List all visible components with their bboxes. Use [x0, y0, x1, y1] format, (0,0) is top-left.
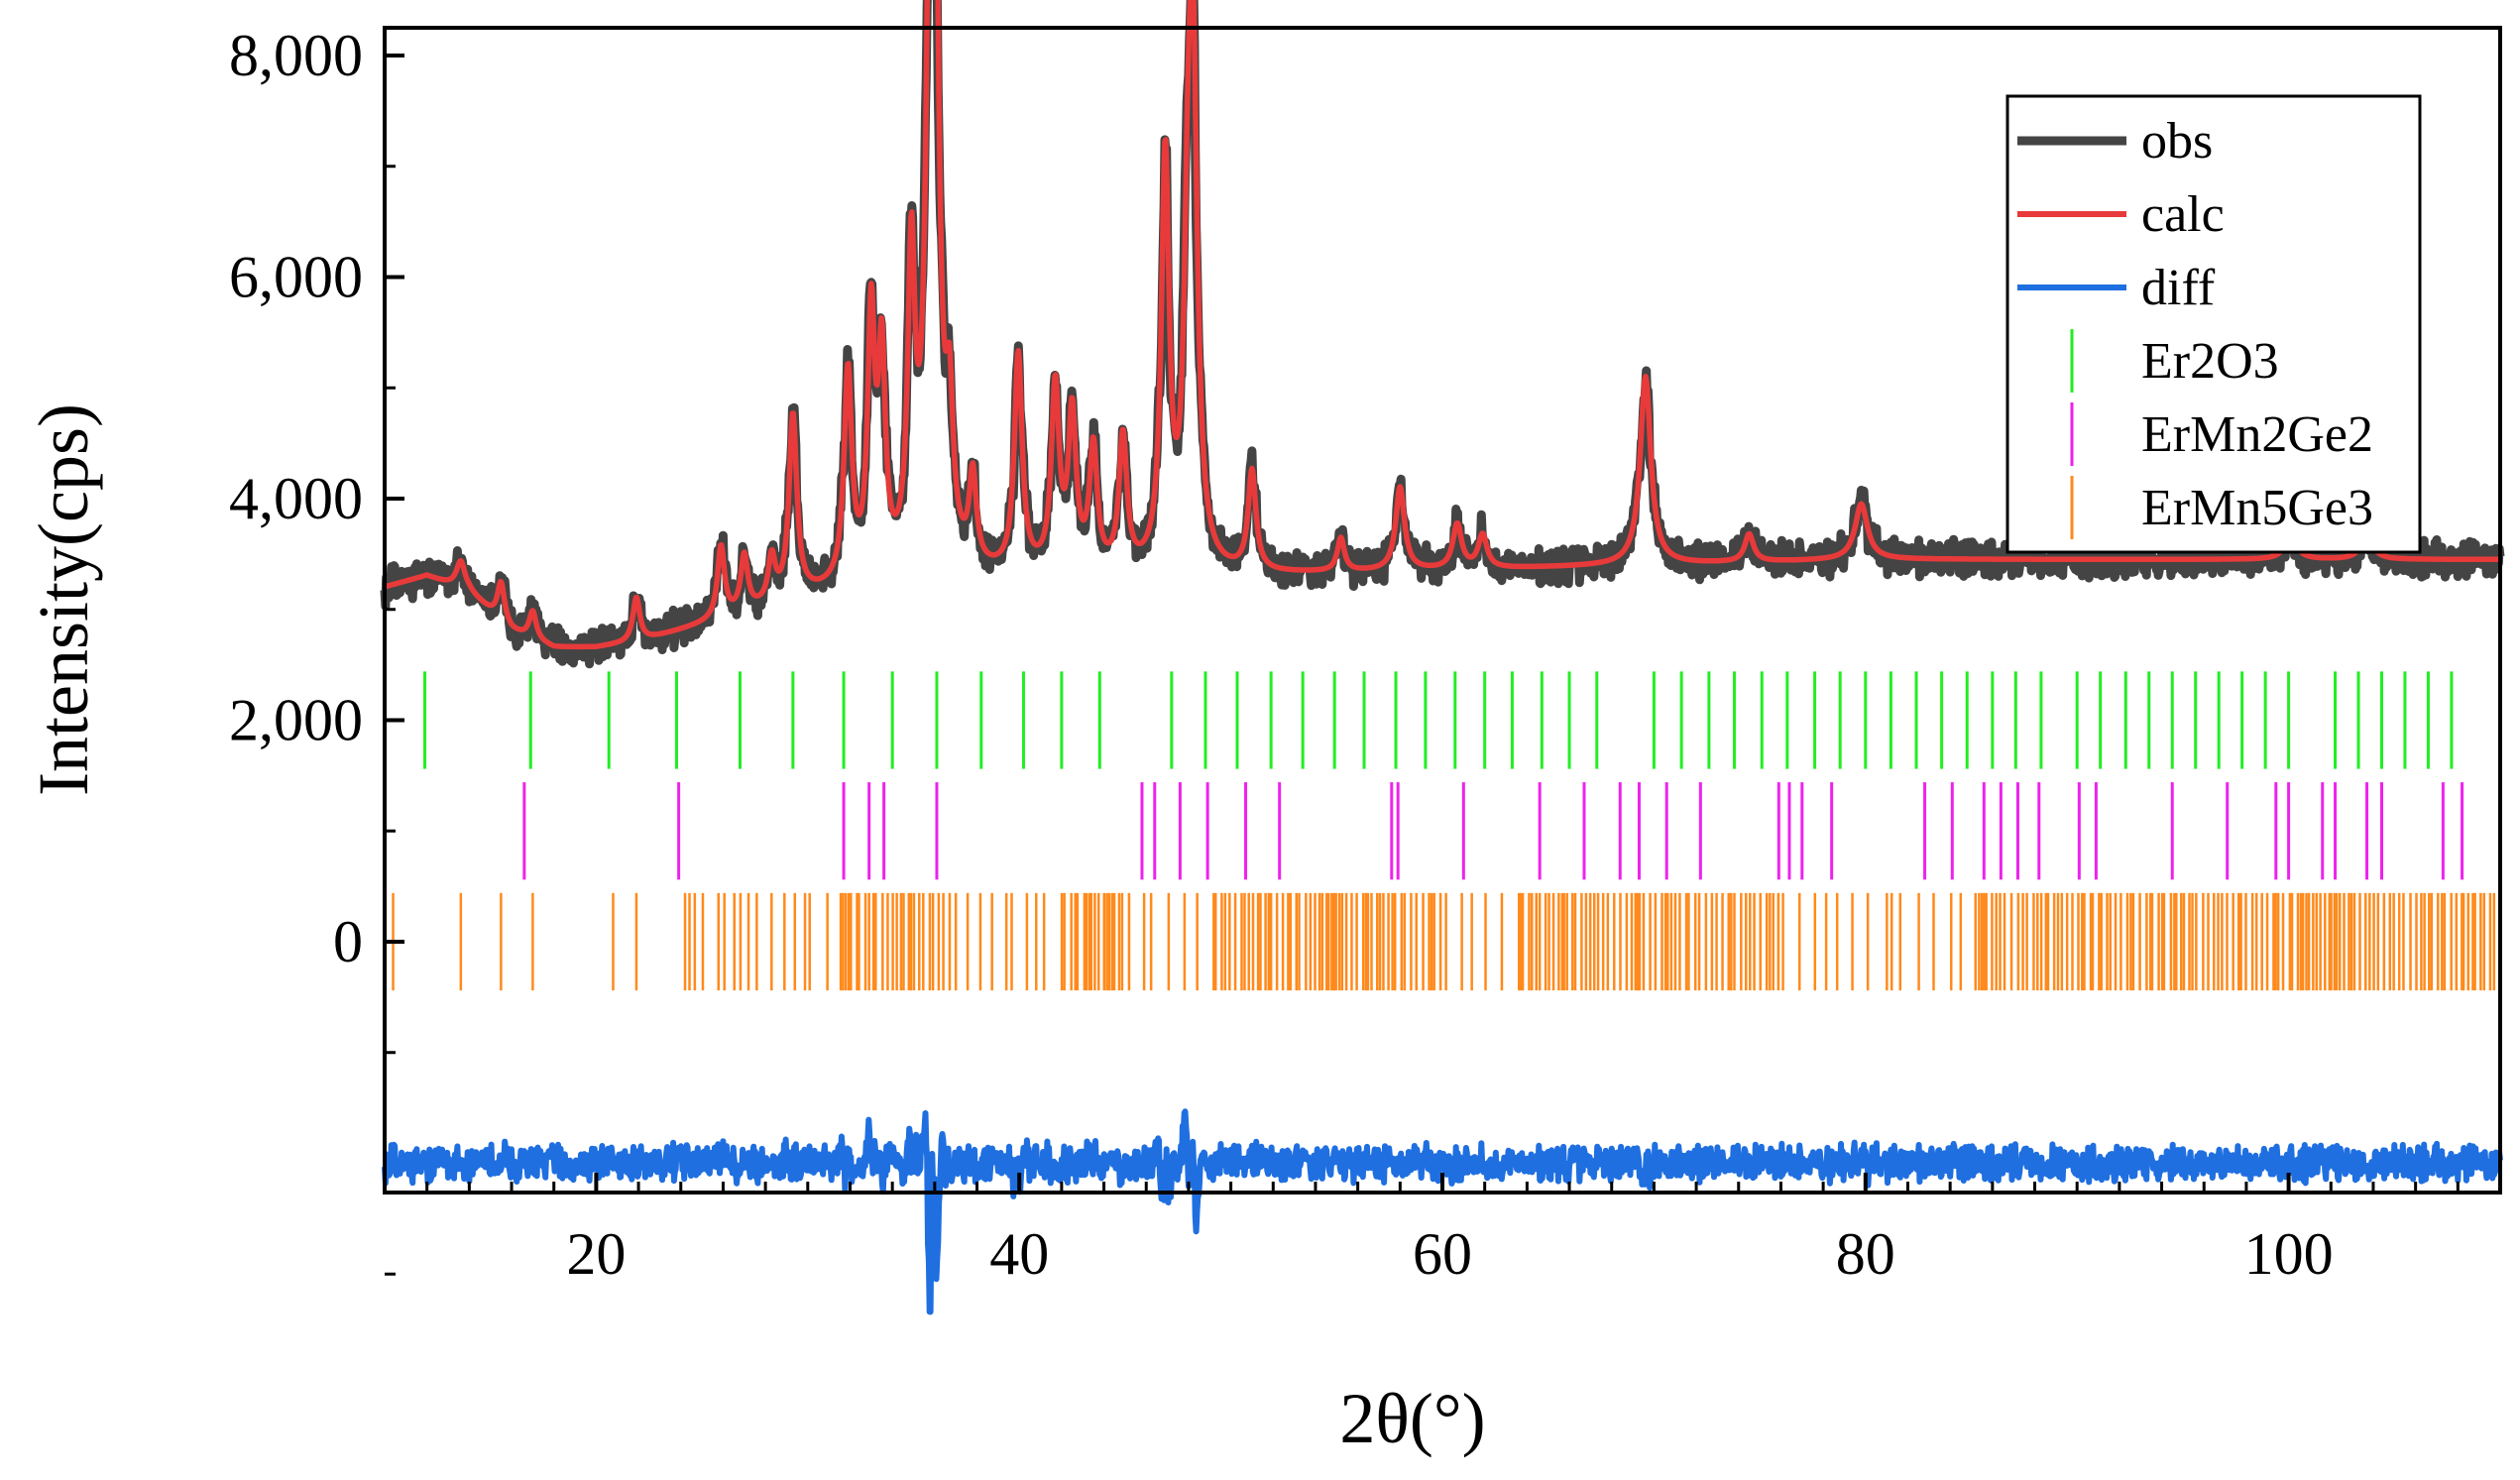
y-tick-label: 6,000	[229, 245, 363, 310]
x-tick-label: 60	[1413, 1221, 1472, 1287]
axes: 02,0004,0006,0008,00010,00012,00014,0001…	[229, 23, 2502, 1287]
legend-box	[2005, 94, 2422, 554]
legend-label-ermn5ge3: ErMn5Ge3	[2141, 480, 2373, 536]
y-tick-label: 2,000	[229, 688, 363, 753]
legend: obs calc diff Er2O3 ErMn2Ge2 ErMn5Ge3	[2005, 94, 2422, 554]
legend-label-obs: obs	[2141, 113, 2213, 170]
diff-series	[382, 1108, 2503, 1315]
x-axis-title: 2θ(°)	[1339, 1379, 1485, 1458]
legend-label-er2o3: Er2O3	[2141, 333, 2279, 390]
peak-markers	[392, 671, 2496, 991]
legend-label-ermn2ge2: ErMn2Ge2	[2141, 406, 2373, 463]
y-tick-label: 0	[333, 909, 363, 974]
x-tick-label: 80	[1836, 1221, 1895, 1287]
calc-series	[383, 0, 2502, 650]
x-tick-label: 40	[989, 1221, 1049, 1287]
plot-area	[380, 0, 2505, 1315]
calc-line	[383, 0, 2502, 650]
diff-line	[382, 1108, 2503, 1315]
legend-label-calc: calc	[2141, 186, 2225, 243]
x-tick-label: 100	[2244, 1221, 2334, 1287]
x-tick-label: 20	[566, 1221, 626, 1287]
legend-label-diff: diff	[2141, 260, 2216, 316]
y-tick-label: 4,000	[229, 466, 363, 531]
y-tick-label: 8,000	[229, 23, 363, 88]
y-axis-title: Intensity(cps)	[24, 403, 103, 796]
